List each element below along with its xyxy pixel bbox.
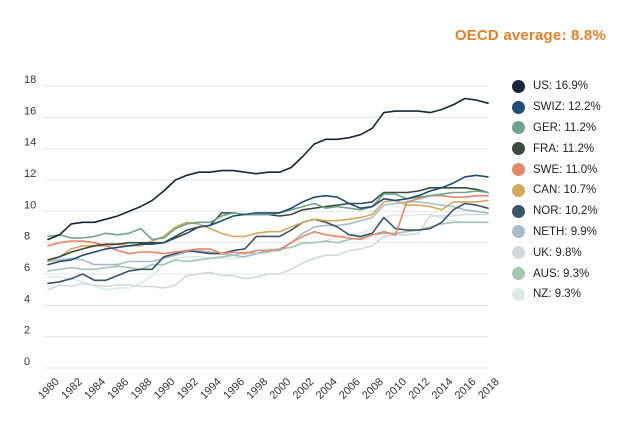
- legend-label: AUS: 9.3%: [533, 267, 590, 280]
- legend-item: UK: 9.8%: [512, 242, 640, 263]
- legend-item: NZ: 9.3%: [512, 284, 640, 305]
- x-tick-label: 2012: [407, 376, 433, 402]
- x-tick-label: 2018: [476, 376, 500, 402]
- legend-label: NZ: 9.3%: [533, 288, 581, 301]
- x-tick-label: 1996: [221, 376, 247, 402]
- y-tick-label: 4: [24, 293, 30, 305]
- legend-item: SWIZ: 12.2%: [512, 97, 640, 118]
- legend-marker: [512, 246, 525, 260]
- legend-item: US: 16.9%: [512, 76, 640, 97]
- y-tick-label: 0: [24, 356, 30, 368]
- legend-marker: [512, 79, 525, 93]
- legend-item: NETH: 9.9%: [512, 222, 640, 243]
- legend-marker: [512, 267, 525, 281]
- series-line: [47, 174, 489, 266]
- legend-label: UK: 9.8%: [533, 246, 582, 259]
- legend-marker: [512, 142, 525, 156]
- legend-label: GER: 11.2%: [533, 121, 597, 134]
- legend-marker: [512, 121, 525, 135]
- x-tick-label: 1984: [82, 376, 108, 402]
- x-tick-label: 2004: [314, 376, 340, 402]
- legend-label: SWIZ: 12.2%: [533, 101, 601, 114]
- y-tick-label: 2: [24, 325, 30, 337]
- legend-item: NOR: 10.2%: [512, 201, 640, 222]
- legend-label: NETH: 9.9%: [533, 225, 597, 238]
- line-chart: 0246810121416181980198219841986198819901…: [24, 74, 500, 402]
- x-tick-label: 1998: [244, 376, 270, 402]
- x-tick-label: 2006: [337, 376, 363, 402]
- y-tick-label: 6: [24, 262, 30, 274]
- x-tick-label: 1988: [129, 376, 155, 402]
- x-tick-label: 1980: [36, 376, 62, 402]
- x-tick-label: 1982: [59, 376, 85, 402]
- legend-label: SWE: 11.0%: [533, 163, 598, 176]
- legend-item: FRA: 11.2%: [512, 138, 640, 159]
- legend-item: SWE: 11.0%: [512, 159, 640, 180]
- series-line: [47, 97, 489, 241]
- y-tick-label: 12: [24, 168, 36, 180]
- series-line: [47, 190, 489, 241]
- x-tick-label: 2002: [291, 376, 317, 402]
- x-tick-label: 1992: [175, 376, 201, 402]
- y-tick-label: 8: [24, 231, 30, 243]
- series-line: [47, 213, 489, 291]
- x-tick-label: 2000: [268, 376, 294, 402]
- legend-item: GER: 11.2%: [512, 118, 640, 139]
- series-line: [47, 202, 489, 285]
- legend-marker: [512, 225, 525, 239]
- legend-label: CAN: 10.7%: [533, 184, 597, 197]
- y-tick-label: 10: [24, 199, 36, 211]
- series-line: [47, 199, 489, 263]
- legend: US: 16.9% SWIZ: 12.2% GER: 11.2% FRA: 11.2%…: [512, 76, 640, 305]
- x-tick-label: 2014: [430, 376, 456, 402]
- legend-label: NOR: 10.2%: [533, 205, 598, 218]
- oecd-average-label: OECD average: 8.8%: [454, 27, 606, 44]
- legend-marker: [512, 204, 525, 218]
- legend-marker: [512, 100, 525, 114]
- y-tick-label: 18: [24, 74, 36, 86]
- x-tick-label: 1994: [198, 376, 224, 402]
- y-tick-label: 16: [24, 105, 36, 117]
- legend-label: US: 16.9%: [533, 80, 588, 93]
- legend-item: AUS: 9.3%: [512, 263, 640, 284]
- x-tick-label: 2008: [360, 376, 386, 402]
- legend-label: FRA: 11.2%: [533, 142, 595, 155]
- legend-item: CAN: 10.7%: [512, 180, 640, 201]
- x-tick-label: 1986: [105, 376, 131, 402]
- x-tick-label: 1990: [152, 376, 178, 402]
- series-line: [47, 213, 489, 291]
- y-tick-label: 14: [24, 137, 36, 149]
- x-tick-label: 2016: [453, 376, 479, 402]
- legend-marker: [512, 287, 525, 301]
- x-tick-label: 2010: [383, 376, 409, 402]
- series-line: [47, 194, 489, 255]
- legend-marker: [512, 183, 525, 197]
- legend-marker: [512, 163, 525, 177]
